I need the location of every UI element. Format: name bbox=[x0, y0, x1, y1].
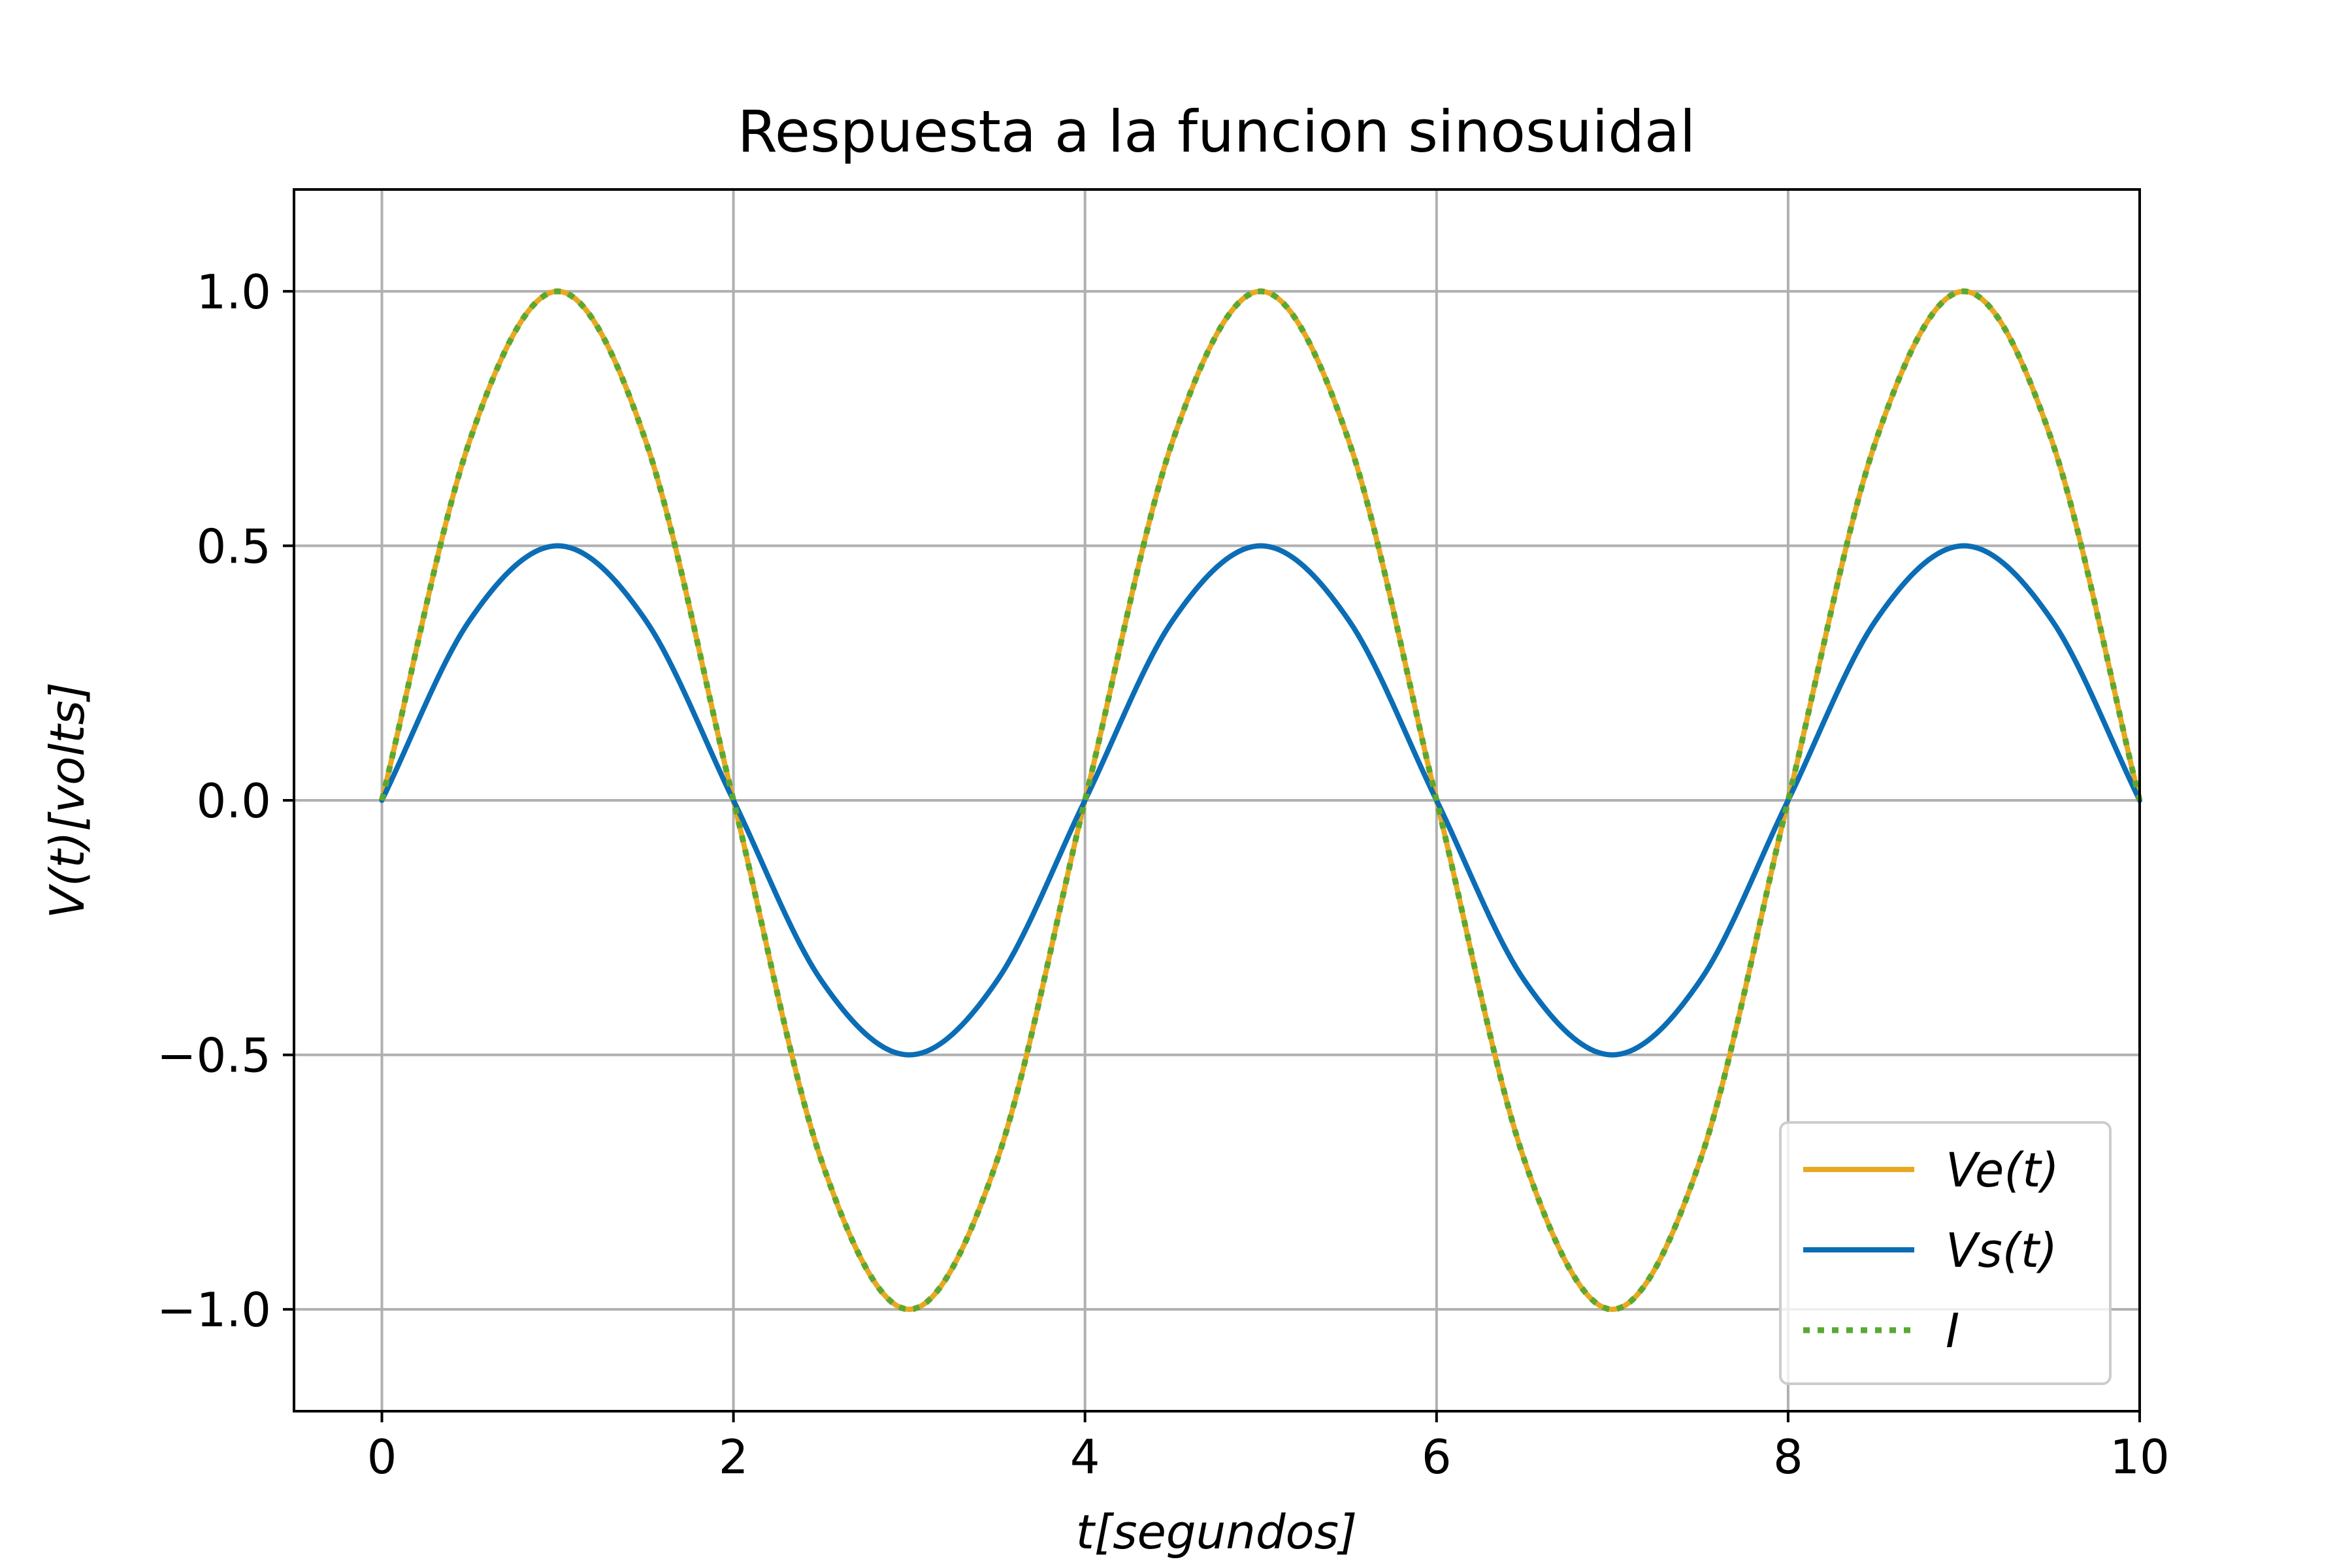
series-line-vs-t bbox=[379, 543, 2142, 1058]
x-tick-label: 10 bbox=[2110, 1429, 2170, 1484]
x-tick-label: 4 bbox=[1070, 1429, 1100, 1484]
legend-label: Vs(t) bbox=[1946, 1223, 2057, 1278]
legend-label: Ve(t) bbox=[1946, 1143, 2059, 1198]
y-tick-label: −0.5 bbox=[157, 1028, 271, 1083]
y-tick-label: −1.0 bbox=[157, 1282, 271, 1337]
chart-title: Respuesta a la funcion sinosuidal bbox=[738, 98, 1696, 165]
y-tick-label: 0.0 bbox=[196, 774, 271, 828]
y-axis-label: V(t)[volts] bbox=[40, 682, 95, 919]
axis-ticks: 0 2 4 6 8 10 −1.0 −0.5 0.0 0.5 1.0 bbox=[157, 265, 2170, 1484]
series-line-i bbox=[379, 288, 2143, 1313]
legend-box bbox=[1779, 1121, 2112, 1385]
x-tick-label: 2 bbox=[719, 1429, 749, 1484]
legend: Ve(t) Vs(t) I bbox=[1779, 1121, 2112, 1385]
y-tick-label: 1.0 bbox=[196, 265, 271, 319]
y-tick-label: 0.5 bbox=[196, 519, 271, 574]
x-tick-label: 0 bbox=[367, 1429, 397, 1484]
series-lines bbox=[379, 288, 2143, 1313]
legend-label: I bbox=[1946, 1303, 1959, 1358]
x-tick-label: 6 bbox=[1422, 1429, 1452, 1484]
x-tick-label: 8 bbox=[1773, 1429, 1803, 1484]
x-axis-label: t[segundos] bbox=[1076, 1505, 1357, 1560]
